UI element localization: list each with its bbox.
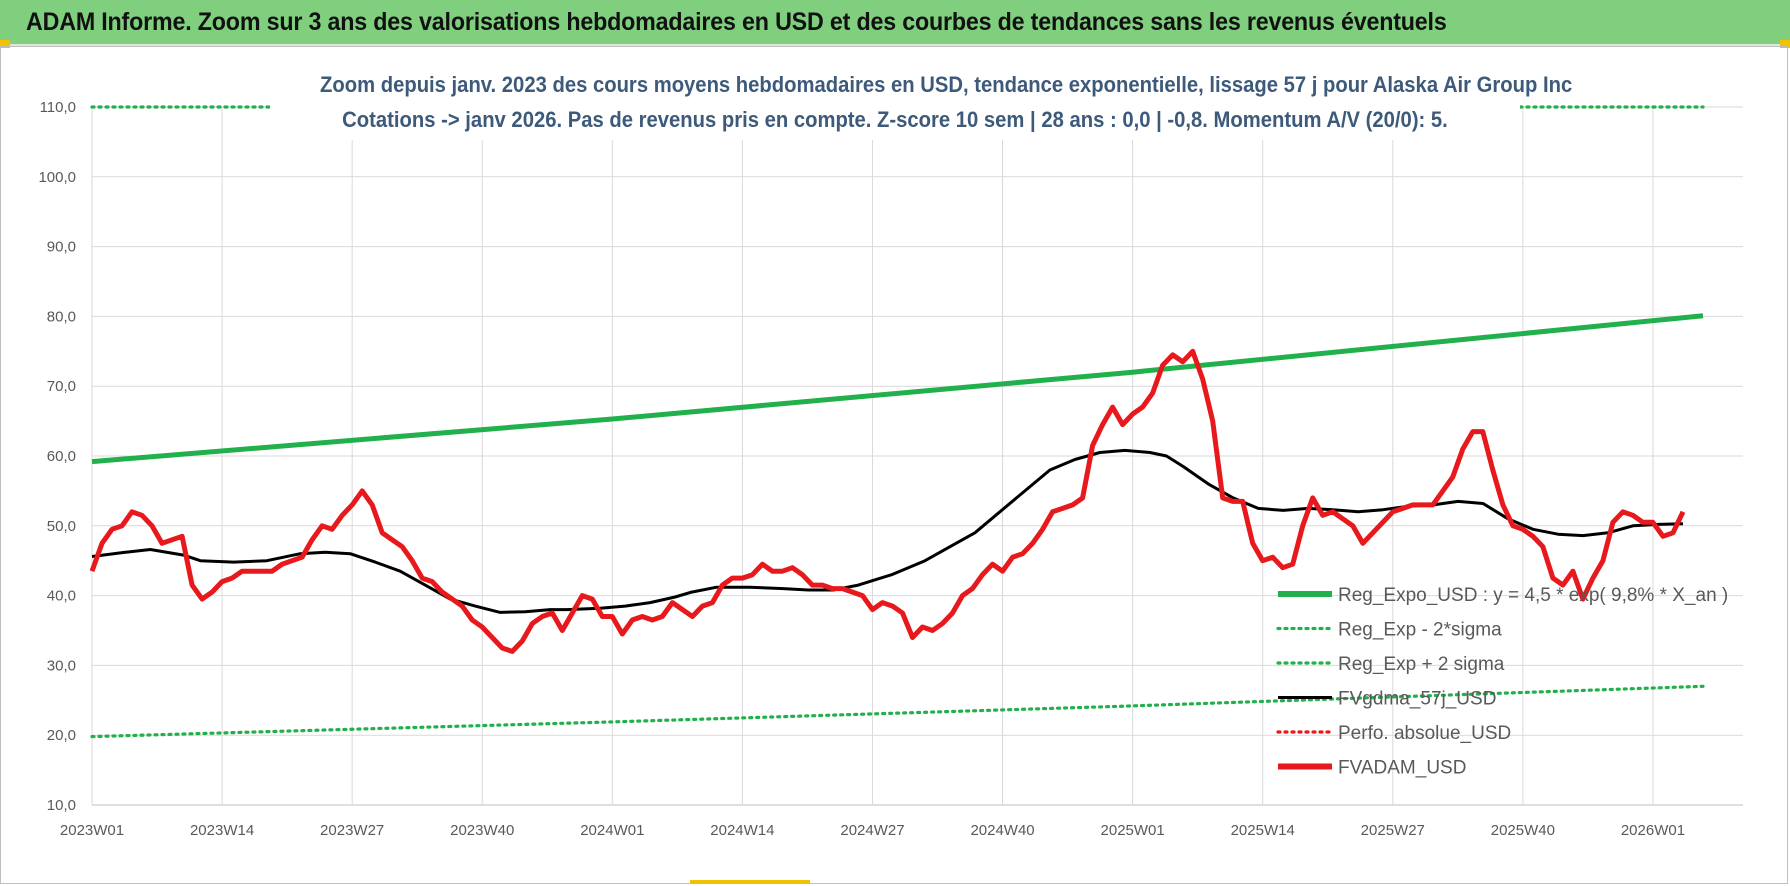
- y-tick-label: 40,0: [47, 588, 76, 605]
- legend-label: FVgdma_57j_USD: [1338, 689, 1496, 710]
- x-tick-label: 2023W01: [60, 822, 124, 839]
- y-tick-label: 20,0: [47, 727, 76, 744]
- x-tick-label: 2025W40: [1491, 822, 1555, 839]
- y-tick-label: 10,0: [47, 797, 76, 814]
- legend-label: Reg_Exp + 2 sigma: [1338, 654, 1505, 675]
- banner-corner-left: [0, 40, 10, 48]
- chart-title: Zoom depuis janv. 2023 des cours moyens …: [320, 72, 1573, 97]
- series-line-reg-expo-usd-y-4-5-exp-9-8-x-an: [91, 313, 1704, 465]
- x-tick-label: 2023W40: [450, 822, 514, 839]
- y-tick-label: 60,0: [47, 448, 76, 465]
- y-tick-label: 110,0: [40, 99, 76, 116]
- x-axis: 2023W01 2023W14 2023W27 2023W40 2024W01 2024W…: [60, 822, 1685, 839]
- grid: [91, 106, 1743, 806]
- y-tick-label: 70,0: [47, 378, 76, 395]
- chart-frame: [0, 46, 1788, 884]
- x-tick-label: 2026W01: [1621, 822, 1685, 839]
- bottom-marker: [690, 880, 810, 884]
- x-tick-label: 2023W14: [190, 822, 254, 839]
- page-title: ADAM Informe. Zoom sur 3 ans des valoris…: [26, 8, 1447, 36]
- legend-label: FVADAM_USD: [1338, 758, 1466, 779]
- series-line-reg-exp-2-sigma: [90, 684, 1705, 739]
- x-tick-label: 2023W27: [320, 822, 384, 839]
- subtitle-background: [270, 68, 1520, 140]
- y-axis: 10,0 20,0 30,0 40,0 50,0 60,0 70,0 80,0 90,0 100,…: [38, 99, 76, 814]
- y-tick-label: 80,0: [47, 308, 76, 325]
- x-tick-label: 2024W01: [580, 822, 644, 839]
- x-tick-label: 2024W40: [970, 822, 1034, 839]
- y-tick-label: 100,0: [38, 169, 76, 186]
- legend-label: Reg_Exp - 2*sigma: [1338, 620, 1502, 641]
- y-tick-label: 50,0: [47, 518, 76, 535]
- chart-subtitle: Cotations -> janv 2026. Pas de revenus p…: [342, 107, 1448, 132]
- series-line-fvadam-usd: [89, 348, 1686, 654]
- x-tick-label: 2024W14: [710, 822, 774, 839]
- x-tick-label: 2024W27: [840, 822, 904, 839]
- legend: Reg_Expo_USD : y = 4,5 * exp( 9,8% * X_a…: [1276, 585, 1728, 779]
- legend-label: Reg_Expo_USD : y = 4,5 * exp( 9,8% * X_a…: [1338, 585, 1728, 606]
- banner-corner-right: [1780, 40, 1790, 48]
- series: [89, 105, 1705, 739]
- y-tick-label: 90,0: [47, 239, 76, 256]
- title-banner: ADAM Informe. Zoom sur 3 ans des valoris…: [0, 0, 1790, 46]
- x-tick-label: 2025W27: [1361, 822, 1425, 839]
- x-tick-label: 2025W01: [1101, 822, 1165, 839]
- legend-label: Perfo. absolue_USD: [1338, 723, 1511, 744]
- y-tick-label: 30,0: [47, 657, 76, 674]
- x-tick-label: 2025W14: [1231, 822, 1295, 839]
